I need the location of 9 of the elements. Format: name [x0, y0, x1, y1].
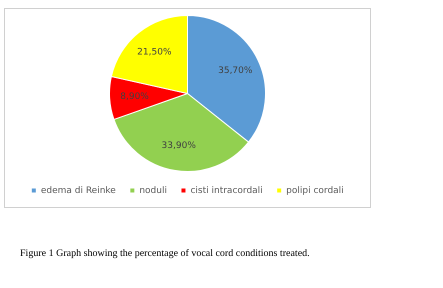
legend-label: polipi cordali: [286, 186, 344, 196]
data-label: 8,90%: [120, 92, 150, 102]
legend-label: noduli: [139, 186, 167, 196]
legend-label: cisti intracordali: [190, 186, 263, 196]
data-label: 21,50%: [137, 47, 172, 58]
caption: Figure 1 Graph showing the percentage of vocal cord conditions treated.: [20, 248, 311, 259]
data-label: 35,70%: [218, 66, 253, 76]
data-label: 33,90%: [162, 141, 196, 152]
legend-label: edema di Reinke: [40, 186, 116, 196]
